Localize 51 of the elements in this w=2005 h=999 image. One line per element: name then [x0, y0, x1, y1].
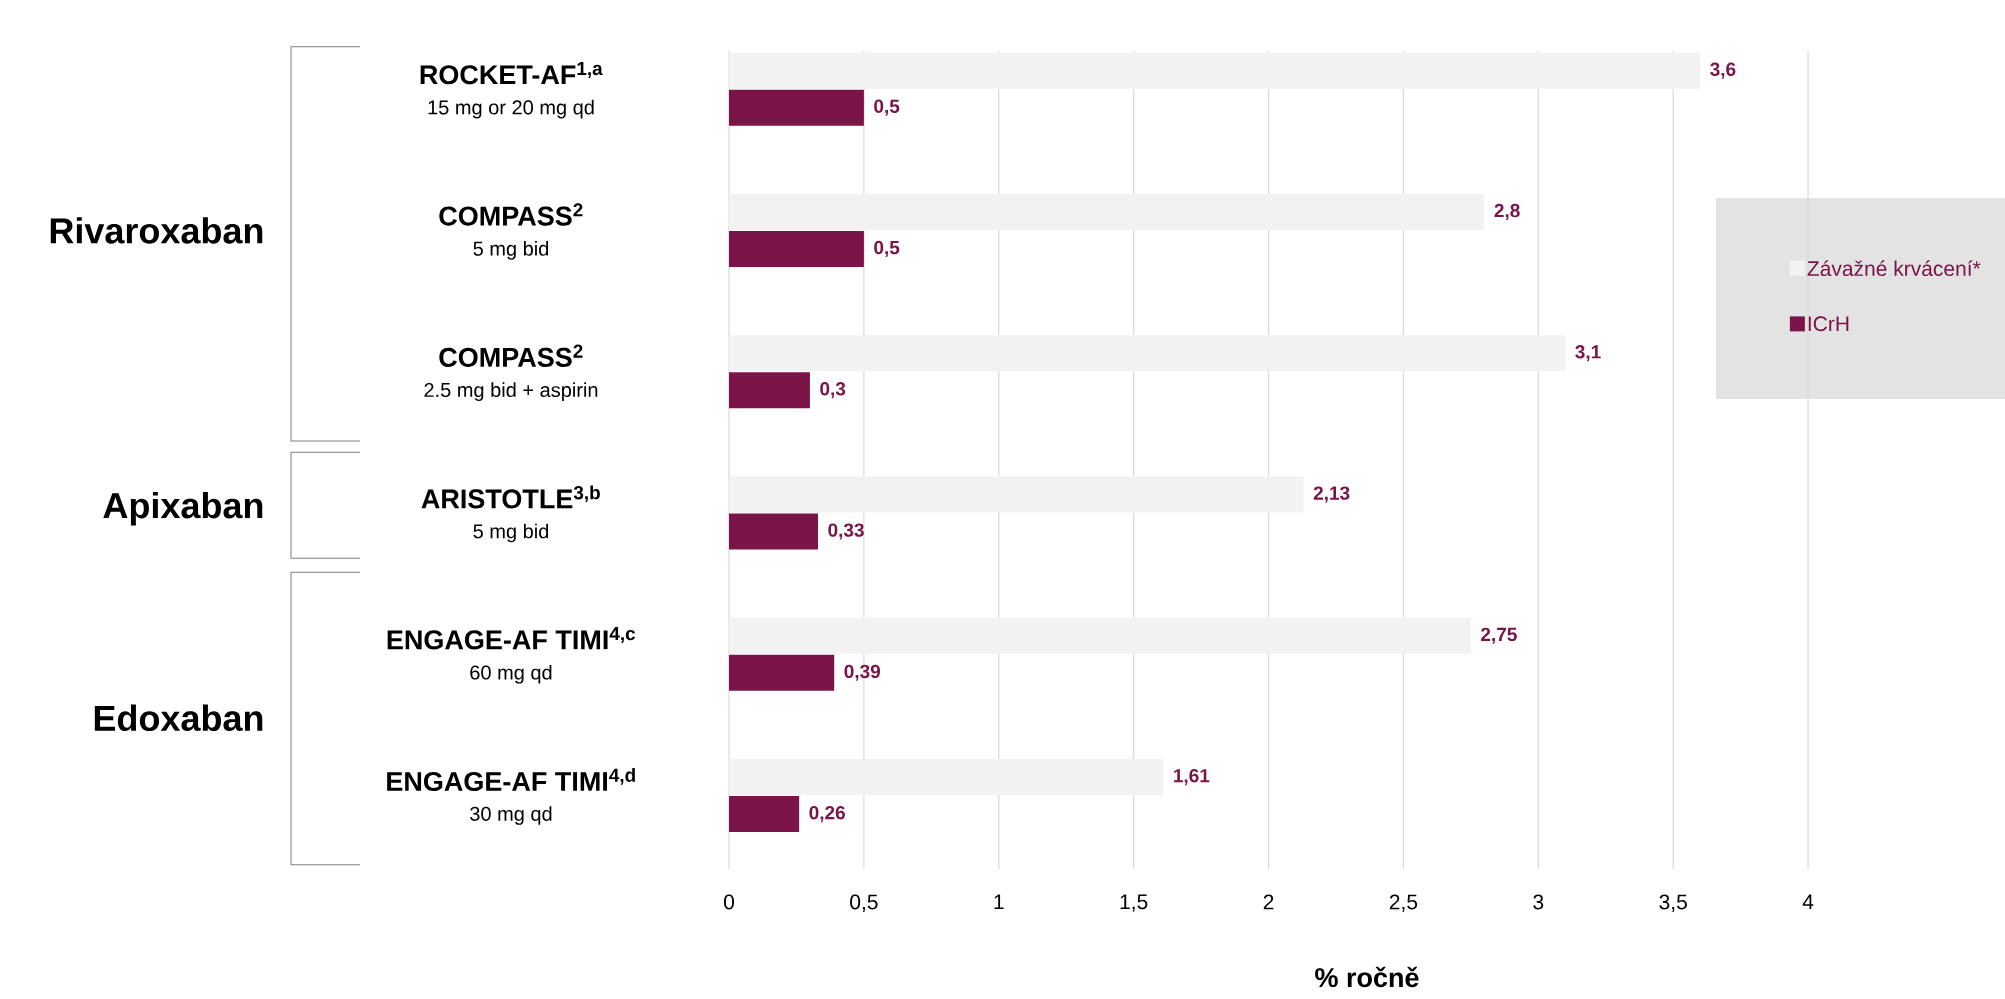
text: 5 mg bid [473, 523, 549, 543]
text: 5 mg bid [473, 241, 549, 260]
y-tick-label: ROCKET-AF$^{1,a}$ [420, 61, 603, 85]
data-label: 0,33 [828, 523, 864, 540]
bar [729, 193, 1485, 230]
bar [729, 52, 1701, 89]
text: 15 mg or 20 mg qd [428, 99, 594, 119]
bar [729, 654, 835, 691]
text: 2.5 mg bid + aspirin [424, 382, 598, 402]
y-tick-label: ARISTOTLE$^{3,b}$ [421, 485, 600, 509]
data-label: 0,5 [874, 99, 900, 116]
bar [729, 476, 1304, 513]
text: 30 mg qd [470, 806, 552, 825]
data-label: 2,13 [1313, 486, 1350, 503]
data-label: 0,3 [820, 382, 846, 399]
x-tick-label: 3,5 [1659, 894, 1687, 912]
text: 60 mg qd [470, 664, 552, 684]
x-tick-label: 2 [1263, 894, 1274, 910]
text: Edoxaban [94, 704, 263, 732]
x-tick-label: 4 [1802, 894, 1814, 909]
x-tick-label: 0 [723, 894, 735, 910]
x-tick-label: 1,5 [1120, 894, 1148, 912]
x-tick-label: 2,5 [1389, 894, 1418, 912]
bar [729, 617, 1471, 654]
text: Rivaroxaban [50, 217, 263, 244]
data-label: 1,61 [1174, 768, 1210, 786]
data-label: 2,8 [1494, 203, 1520, 221]
data-label: 2,75 [1481, 627, 1517, 644]
data-label: 3,6 [1710, 62, 1736, 79]
data-label: 3,1 [1575, 345, 1601, 362]
bar [729, 89, 864, 126]
x-tick-label: 0,5 [850, 894, 878, 912]
bar [729, 372, 810, 409]
bar [729, 230, 864, 267]
x-tick-label: 3 [1533, 894, 1544, 910]
text: Apixaban [103, 491, 263, 526]
y-tick-label: COMPASS$^{2}$ [439, 203, 583, 226]
legend-label: ICrH [1808, 316, 1849, 332]
bar [729, 513, 819, 550]
data-label: 0,26 [809, 805, 845, 823]
bar [729, 796, 800, 833]
data-label: 0,39 [844, 664, 881, 681]
legend-label: Závažné krvácení* [1807, 260, 1981, 277]
x-tick-label: 1 [994, 894, 1004, 909]
bar [729, 759, 1164, 796]
bar [729, 335, 1566, 372]
y-tick-label: ENGAGE-AF TIMI$^{4,d}$ [387, 768, 635, 792]
y-tick-label: ENGAGE-AF TIMI$^{4,c}$ [387, 627, 636, 650]
x-axis-title: % ročně [1315, 966, 1419, 988]
y-tick-label: COMPASS$^{2}$ [439, 344, 583, 367]
data-label: 0,5 [874, 240, 900, 258]
